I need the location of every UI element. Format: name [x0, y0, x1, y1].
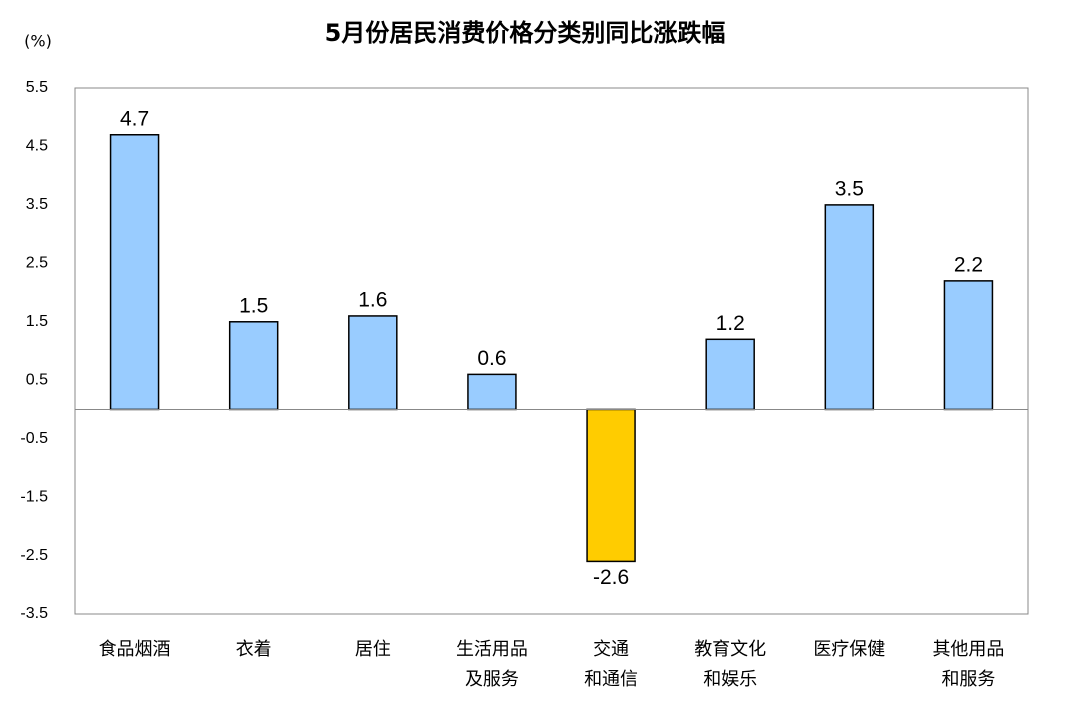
bar — [109, 134, 160, 411]
y-tick-label: 5.5 — [26, 79, 48, 96]
x-tick-label: 其他用品 — [932, 639, 1004, 660]
y-tick-label: -1.5 — [20, 488, 48, 505]
bar — [228, 321, 279, 411]
value-label: 1.5 — [239, 294, 268, 317]
x-tick-label: 和娱乐 — [703, 669, 757, 690]
value-label: 2.2 — [954, 253, 983, 276]
bar — [586, 408, 636, 563]
y-tick-label: 0.5 — [26, 371, 48, 388]
value-label: 4.7 — [120, 107, 149, 130]
y-tick-label: -2.5 — [20, 547, 48, 564]
plot-frame — [74, 87, 1029, 615]
value-label: 3.5 — [835, 177, 864, 200]
value-label: 1.2 — [716, 312, 745, 335]
y-tick-label: -0.5 — [20, 430, 48, 447]
x-tick-label: 生活用品 — [456, 639, 528, 660]
value-label: 0.6 — [477, 347, 506, 370]
x-tick-label: 衣着 — [236, 639, 272, 660]
y-axis-label: (%) — [24, 32, 52, 51]
y-tick-label: 2.5 — [26, 255, 48, 272]
x-tick-label: 及服务 — [465, 669, 519, 690]
y-tick-label: 4.5 — [26, 138, 48, 155]
x-tick-label: 居住 — [355, 639, 391, 660]
y-tick-label: -3.5 — [20, 605, 48, 622]
x-tick-label: 教育文化 — [694, 639, 766, 660]
value-label: 1.6 — [358, 288, 387, 311]
value-label: -2.6 — [593, 566, 629, 589]
bar — [705, 338, 755, 411]
y-tick-label: 3.5 — [26, 196, 48, 213]
y-tick-label: 1.5 — [26, 313, 48, 330]
chart-title: 5月份居民消费价格分类别同比涨跌幅 — [325, 19, 726, 47]
bar — [467, 373, 517, 411]
bar — [348, 315, 398, 411]
x-tick-label: 医疗保健 — [813, 639, 885, 660]
x-tick-label: 交通 — [593, 639, 629, 660]
bar — [824, 204, 875, 411]
x-tick-label: 和通信 — [584, 669, 638, 690]
x-tick-label: 食品烟酒 — [99, 639, 171, 660]
x-tick-label: 和服务 — [941, 669, 995, 690]
bar — [943, 280, 994, 411]
